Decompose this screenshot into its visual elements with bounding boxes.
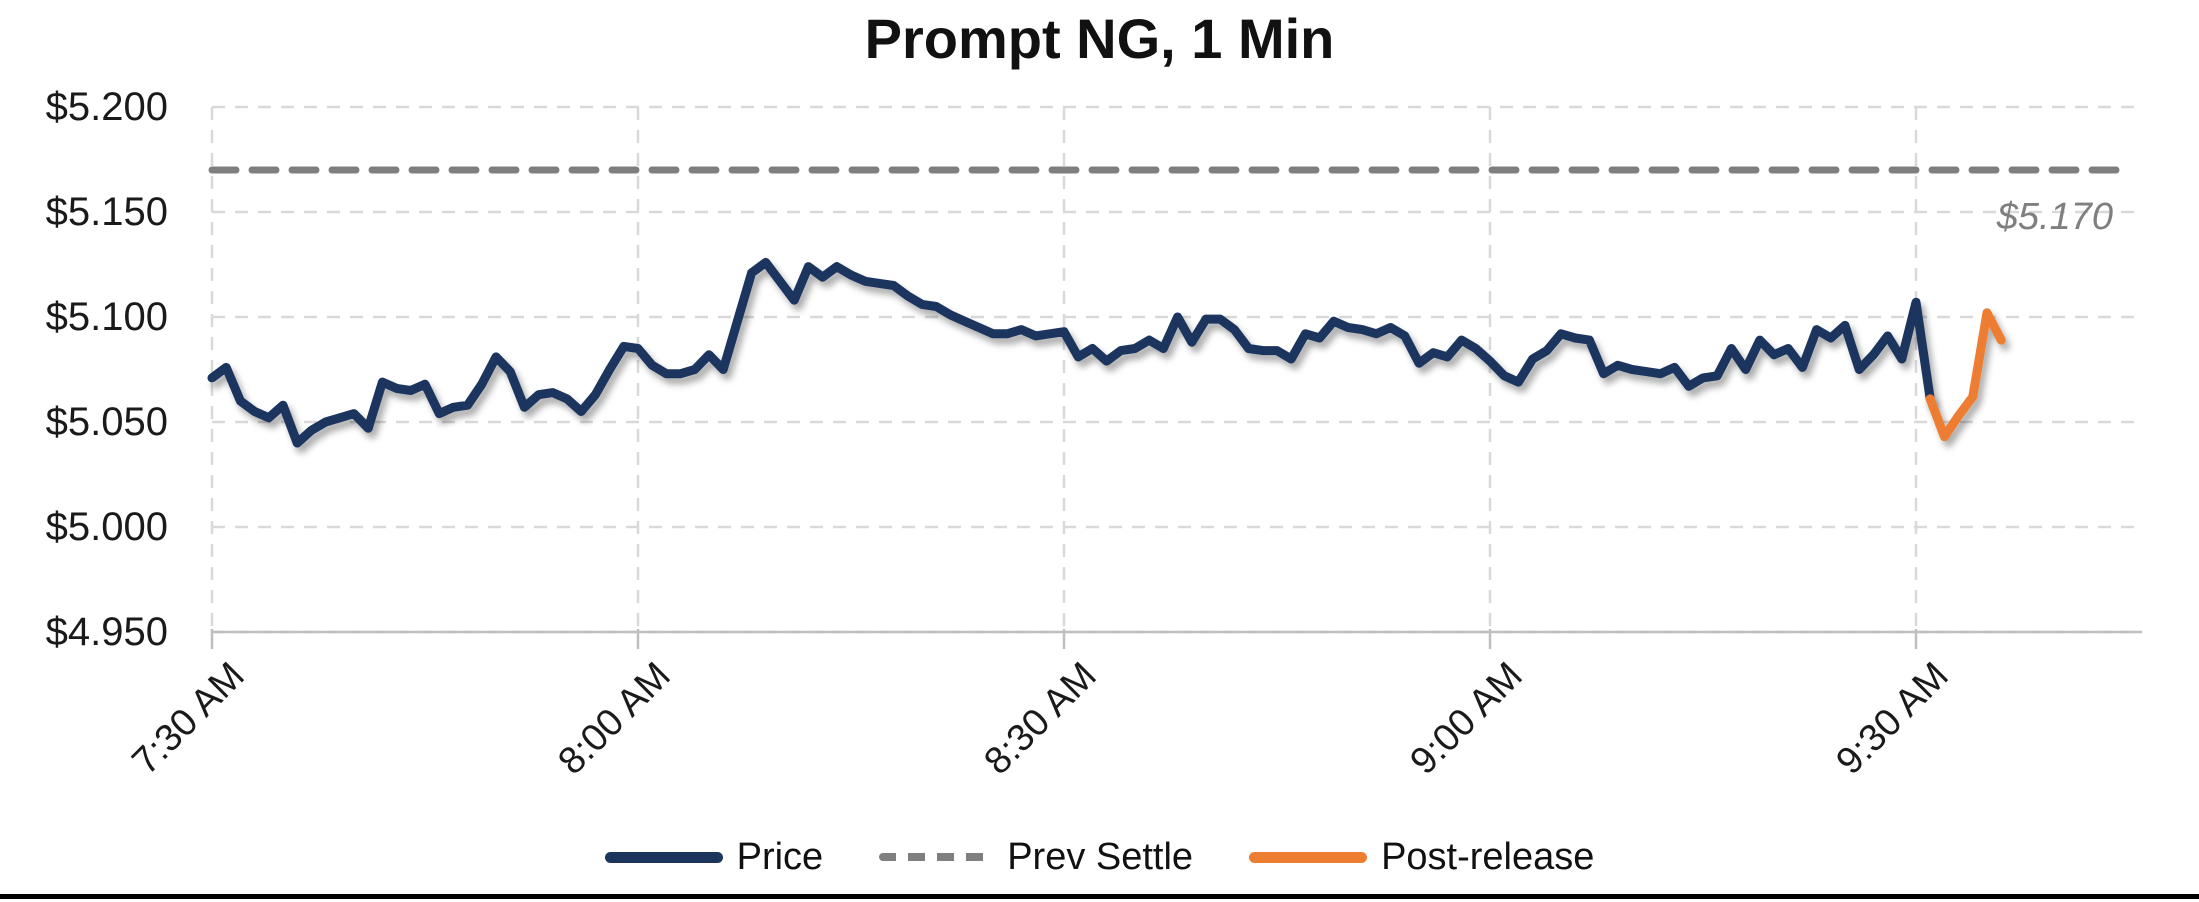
legend-item-post-release: Post-release <box>1249 838 1594 876</box>
y-axis-label: $5.100 <box>45 295 168 339</box>
post-release-swatch-icon <box>1249 851 1368 863</box>
y-axis-label: $5.000 <box>45 505 168 549</box>
y-axis-label: $5.150 <box>45 190 168 234</box>
y-axis-label: $4.950 <box>45 610 168 654</box>
price-line <box>207 257 1935 448</box>
legend-item-price: Price <box>604 836 824 878</box>
legend-item-prev-settle: Prev Settle <box>879 838 1193 876</box>
prev-settle-annotation: $5.170 <box>1996 196 2113 238</box>
post-release-line <box>1925 308 2006 442</box>
legend: Price Prev Settle Post-release <box>0 838 2199 876</box>
y-axis-label: $5.050 <box>45 400 168 444</box>
legend-label-post-release: Post-release <box>1381 836 1595 878</box>
chart-title: Prompt NG, 1 Min <box>864 7 1335 70</box>
legend-label-prev-settle: Prev Settle <box>1007 836 1194 878</box>
y-axis-label: $5.200 <box>45 85 168 129</box>
price-line-swatch-icon <box>604 851 723 863</box>
legend-label-price: Price <box>736 836 824 878</box>
prev-settle-swatch-icon <box>879 853 994 861</box>
bottom-border <box>0 894 2199 899</box>
